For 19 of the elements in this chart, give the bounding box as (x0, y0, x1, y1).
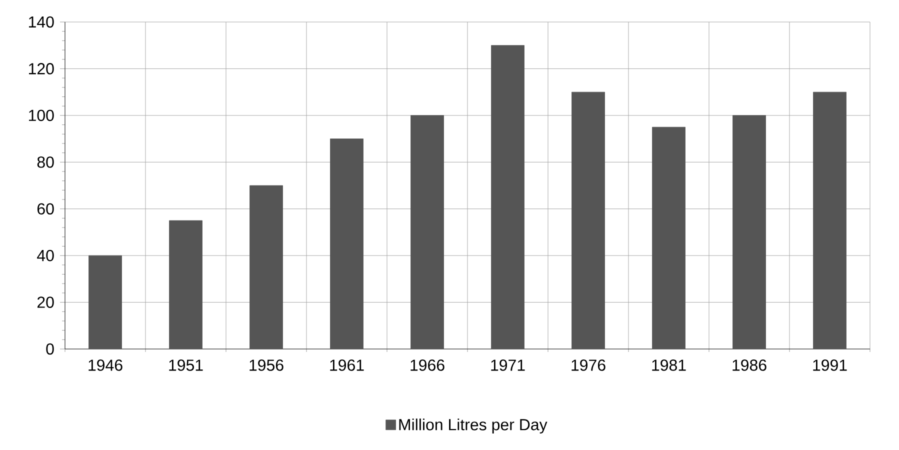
x-tick-label: 1971 (491, 360, 525, 371)
y-tick-label: 80 (37, 156, 54, 168)
y-tick-label: 20 (37, 296, 54, 308)
y-tick-label: 60 (37, 203, 54, 215)
legend-label: Million Litres per Day (399, 418, 548, 434)
y-tick-label: 0 (46, 343, 54, 355)
x-tick-label: 1986 (732, 360, 766, 371)
x-tick-label: 1981 (652, 360, 686, 371)
y-tick-label: 120 (28, 63, 54, 74)
y-tick-label: 40 (37, 250, 54, 262)
x-tick-label: 1956 (250, 360, 284, 371)
y-tick-label: 140 (28, 16, 54, 28)
x-tick-label: 1946 (88, 360, 122, 371)
x-tick-label: 1961 (330, 360, 364, 371)
x-tick-label: 1966 (410, 360, 444, 371)
x-tick-label: 1991 (813, 360, 847, 371)
y-tick-label: 100 (28, 110, 54, 122)
x-tick-label: 1976 (572, 360, 606, 371)
x-tick-label: 1951 (169, 360, 203, 371)
